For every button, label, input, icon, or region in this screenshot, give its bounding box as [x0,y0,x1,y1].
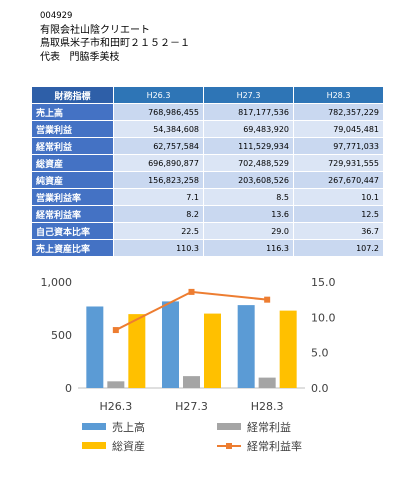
left-axis-tick-label: 0 [65,382,72,395]
bar-2-H26.3 [107,381,125,388]
table-cell: 116.3 [203,239,294,257]
row-label: 経常利益率 [31,205,114,223]
legend-label: 売上高 [112,420,145,434]
left-axis-tick-label: 1,000 [41,276,73,289]
legend-swatch [217,423,241,430]
table-cell: 36.7 [293,222,384,240]
representative-label: 代表 [40,51,60,63]
table-cell: 156,823,258 [113,171,204,189]
bar-1-H28.3 [237,305,255,388]
table-row: 経常利益 62,757,584 111,529,934 97,771,033 [31,137,384,155]
table-cell: 729,931,555 [293,154,384,172]
company-representative: 代表 門脇季美枝 [40,51,190,65]
table-row: 売上高 768,986,455 817,177,536 782,357,229 [31,103,384,121]
row-label: 売上資産比率 [31,239,114,257]
financial-table: 財務指標 H26.3 H27.3 H28.3 売上高 768,986,455 817… [31,86,384,257]
legend-label: 総資産 [112,439,145,453]
table-cell: 13.6 [203,205,294,223]
right-axis-tick-label: 0.0 [311,382,329,395]
bar-3-H27.3 [204,313,221,388]
table-cell: 782,357,229 [293,103,384,121]
bar-3-H28.3 [279,310,297,388]
table-row: 経常利益率 8.2 13.6 12.5 [31,205,384,223]
table-cell: 817,177,536 [203,103,294,121]
company-code: 004929 [40,11,73,21]
table-cell: 22.5 [113,222,204,240]
representative-name: 門脇季美枝 [69,51,120,63]
table-cell: 69,483,920 [203,120,294,138]
row-label: 営業利益 [31,120,114,138]
table-cell: 10.1 [293,188,384,206]
bar-2-H28.3 [258,377,276,388]
legend-label: 経常利益率 [247,439,302,453]
table-cell: 702,488,529 [203,154,294,172]
column-header: H28.3 [293,86,384,104]
table-row: 営業利益率 7.1 8.5 10.1 [31,188,384,206]
table-row: 総資産 696,890,877 702,488,529 729,931,555 [31,154,384,172]
bar-2-H27.3 [183,376,200,388]
table-cell: 267,670,447 [293,171,384,189]
bar-1-H27.3 [162,301,179,388]
table-cell: 8.5 [203,188,294,206]
table-row: 純資産 156,823,258 203,608,526 267,670,447 [31,171,384,189]
table-row: 売上資産比率 110.3 116.3 107.2 [31,239,384,257]
x-axis-tick-label: H28.3 [251,400,284,413]
row-label: 総資産 [31,154,114,172]
table-row: 自己資本比率 22.5 29.0 36.7 [31,222,384,240]
row-label: 売上高 [31,103,114,121]
table-cell: 8.2 [113,205,204,223]
table-cell: 696,890,877 [113,154,204,172]
row-label: 経常利益 [31,137,114,155]
table-cell: 768,986,455 [113,103,204,121]
legend-swatch [82,442,106,449]
bar-1-H26.3 [86,306,104,388]
right-axis-tick-label: 10.0 [311,311,336,324]
table-cell: 29.0 [203,222,294,240]
table-corner: 財務指標 [31,86,114,104]
table-cell: 110.3 [113,239,204,257]
table-cell: 54,384,608 [113,120,204,138]
financial-chart: 0 500 1,000 0.0 5.0 10.0 15.0 H26.3 H27.3 H28.3 売上… [41,276,336,453]
legend-swatch [82,423,106,430]
column-header: H27.3 [203,86,294,104]
table-row: 営業利益 54,384,608 69,483,920 79,045,481 [31,120,384,138]
company-address: 鳥取県米子市和田町２１５２－１ [40,38,190,49]
table-header-row: 財務指標 H26.3 H27.3 H28.3 [31,86,384,104]
row-label: 営業利益率 [31,188,114,206]
x-axis-tick-label: H26.3 [99,400,132,413]
table-cell: 97,771,033 [293,137,384,155]
left-axis-tick-label: 500 [51,329,72,342]
company-name: 有限会社山陰クリエート [40,24,150,36]
column-header: H26.3 [113,86,204,104]
company-info: 004929 有限会社山陰クリエート 鳥取県米子市和田町２１５２－１ 代表 門脇… [40,10,190,64]
table-cell: 12.5 [293,205,384,223]
legend-marker [226,443,232,449]
table-cell: 203,608,526 [203,171,294,189]
line-point [264,296,271,303]
legend-label: 経常利益 [247,420,291,434]
table-cell: 107.2 [293,239,384,257]
table-cell: 7.1 [113,188,204,206]
line-point [112,327,119,334]
line-point [188,288,195,295]
bar-3-H26.3 [128,314,146,388]
row-label: 純資産 [31,171,114,189]
right-axis-tick-label: 5.0 [311,347,329,360]
row-label: 自己資本比率 [31,222,114,240]
table-cell: 62,757,584 [113,137,204,155]
x-axis-tick-label: H27.3 [175,400,208,413]
table-cell: 79,045,481 [293,120,384,138]
right-axis-tick-label: 15.0 [311,276,336,289]
table-cell: 111,529,934 [203,137,294,155]
